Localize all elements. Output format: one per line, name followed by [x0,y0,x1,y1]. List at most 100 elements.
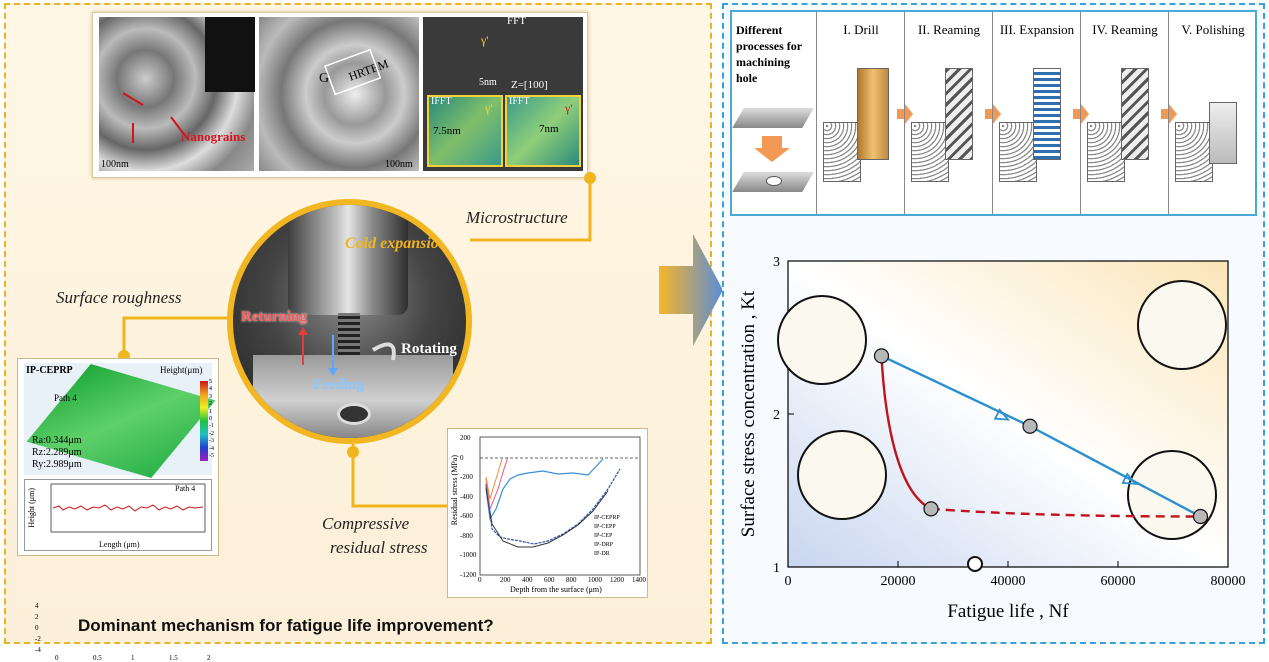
data-point [873,348,890,364]
y-tick-label: 2 [773,408,780,423]
x-axis-label: Fatigue life , Nf [947,601,1069,622]
question-title: Dominant mechanism for fatigue life impr… [78,616,494,635]
profile-path-label: Path 4 [175,484,196,493]
process-step-label: II. Reaming [917,22,981,37]
rs-y-tick: -800 [460,531,473,540]
profile-y-label: Height (μm) [27,488,36,528]
transition-arrow [659,234,723,346]
direction-arrow [993,408,1011,421]
process-tool [945,68,973,160]
grain-structure-bubble [797,430,887,520]
rs-x-tick: 400 [522,576,533,584]
rs-y-tick: -1200 [460,570,477,579]
y-tick-label: 1 [773,561,780,576]
process-arrow [1073,104,1089,124]
profile-x-tick: 1 [131,654,135,662]
rs-y-tick: 200 [460,434,471,442]
scale-bar-3: 5nm [479,77,497,88]
rs-x-tick: 0 [478,576,482,584]
ifft-image-2 [505,95,581,167]
fatigue-chart: 0 20000 40000 60000 80000 1 2 3 Fatigue life , N… [732,245,1262,640]
ry-value: Ry:2.989μm [32,459,82,470]
profile-x-tick: 0 [55,654,59,662]
colorbar-tick: -1 [209,423,214,430]
x-tick-label: 20000 [881,574,916,589]
colorbar-tick: 3 [209,393,212,400]
hole [337,403,371,425]
process-arrow [985,104,1001,124]
ifft-image-1 [427,95,503,167]
rs-x-tick: 200 [500,576,511,584]
grain-structure-bubble [1137,280,1227,370]
data-point [1022,418,1038,434]
colorbar-tick: 0 [209,416,212,422]
profile-x-tick: 1.5 [169,654,178,662]
series-line [880,355,932,510]
rs-y-label: Residual stress (MPa) [450,455,459,526]
workpiece-section [823,122,861,182]
profile-y-tick: -4 [35,646,41,654]
process-down-arrow [754,136,790,162]
rs-legend-entry: IP-DR [594,551,610,557]
zone-axis-label: Z=[100] [511,79,548,91]
workpiece-section [1175,122,1213,182]
roughness-profile-plot [50,483,206,533]
compressive-label: Compressive [322,514,410,533]
process-step: II. Reaming [904,12,1001,214]
microstructure-images: 100nm 100nm 5nm Nanograins HRTEM G FFT I… [92,12,588,178]
colorbar-tick: -2 [209,430,214,437]
rs-y-tick: -400 [460,492,473,501]
feeding-label: Feeding [313,377,364,393]
residual-stress-inset: Residual stress (MPa) Depth from the sur… [447,428,648,598]
process-tool [1209,102,1237,164]
x-tick-label: 0 [785,574,792,589]
gamma-label-2: γ' [485,101,493,115]
rs-x-tick: 1000 [588,576,602,584]
motion-arrows [298,327,396,376]
process-arrow [897,104,913,124]
scale-bar-2: 100nm [385,159,413,170]
rotating-label: Rotating [401,341,457,357]
diffraction-pattern [205,17,255,92]
returning-label: Returning [241,309,307,325]
surface-roughness-inset: IP-CEPRP Height(μm) Path 4 Ra:0.344μm Rz… [17,358,219,662]
y-tick-label: 3 [773,255,780,270]
process-intro: Different processes for machining hole [736,23,802,85]
grain-structure-bubble [777,295,867,385]
plate-hole [766,176,782,186]
process-step-label: I. Drill [843,22,879,37]
colorbar-tick: 5 [209,379,212,385]
microstructure-label: Microstructure [466,208,568,227]
profile-x-label: Length (μm) [99,540,140,549]
process-step-label: III. Expansion [999,22,1075,37]
g-label: G [319,71,330,86]
rz-value: Rz:2.289μm [32,447,82,458]
rs-y-tick: 0 [460,453,464,462]
residual-stress-plot [479,436,641,576]
colorbar-tick: -4 [209,445,214,452]
rs-x-tick: 800 [566,576,577,584]
machining-process-panel: I. Drill II. Reaming III. Expansion IV. Rea… [730,10,1257,216]
rs-legend-entry: IP-CEP [594,533,613,539]
data-point [1192,508,1209,525]
process-step-label: V. Polishing [1181,22,1245,37]
rs-legend-entry: IP-CEPP [594,524,616,530]
profile-x-tick: 2 [207,654,211,662]
process-step: III. Expansion [992,12,1089,214]
x-tick-label: 80000 [1211,574,1246,589]
process-step: V. Polishing [1168,12,1256,214]
colorbar-tick: -5 [209,453,214,459]
rs-legend-entry: IP-CEPRP [594,515,620,521]
process-arrow [1161,104,1177,124]
direction-arrow [1121,472,1138,485]
workpiece-section [1087,122,1125,182]
rs-x-tick: 1400 [632,576,646,584]
process-step-label: IV. Reaming [1092,22,1158,37]
spacing-label-1: 7.5nm [433,125,461,137]
series-line [930,507,1201,518]
rs-y-tick: -1000 [460,551,477,559]
tool-head [288,205,408,315]
process-tool [1121,68,1149,160]
gamma-label-3: γ' [565,101,573,115]
y-axis-label: Surface stress concentration , Kt [738,290,759,537]
